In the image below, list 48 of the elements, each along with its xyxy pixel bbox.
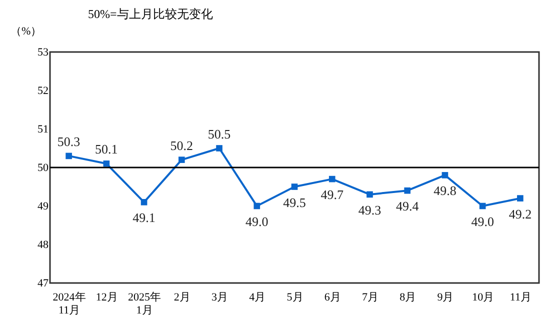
y-tick-label: 50 xyxy=(38,162,49,174)
data-label: 49.1 xyxy=(132,210,156,226)
point xyxy=(103,160,110,167)
y-tick-label: 53 xyxy=(38,46,49,58)
x-tick-label: 8月 xyxy=(400,292,416,304)
y-tick-label: 47 xyxy=(38,278,49,290)
x-tick-label: 2025年 1月 xyxy=(128,292,162,316)
x-tick-label: 12月 xyxy=(96,292,118,304)
data-label: 50.1 xyxy=(95,142,118,157)
point xyxy=(66,152,72,160)
point xyxy=(442,172,448,178)
data-label: 49.2 xyxy=(508,206,532,222)
x-tick-label: 2024年 11月 xyxy=(52,292,86,316)
x-tick-label: 9月 xyxy=(437,292,454,304)
data-label: 50.3 xyxy=(57,134,80,149)
y-tick-label: 49 xyxy=(38,200,49,212)
x-tick-label: 2月 xyxy=(174,292,190,304)
data-label: 49.5 xyxy=(283,194,306,210)
data-label: 49.7 xyxy=(320,187,344,202)
point xyxy=(517,195,524,202)
point xyxy=(140,198,148,206)
y-tick-label: 48 xyxy=(38,239,49,251)
x-tick-label: 6月 xyxy=(324,292,341,304)
data-label: 50.2 xyxy=(170,138,194,153)
point xyxy=(291,184,298,190)
data-label: 49.3 xyxy=(358,202,382,218)
y-tick-label: 52 xyxy=(38,85,48,97)
point xyxy=(479,202,486,210)
x-tick-label: 3月 xyxy=(212,292,228,304)
point xyxy=(254,202,260,210)
data-label: 49.0 xyxy=(471,214,494,229)
x-tick-label: 4月 xyxy=(249,292,266,304)
point xyxy=(178,156,185,163)
x-tick-label: 5月 xyxy=(286,292,304,304)
y-tick-label: 51 xyxy=(38,124,48,136)
point xyxy=(328,176,336,182)
point xyxy=(404,187,411,194)
x-tick-label: 7月 xyxy=(362,292,378,304)
text: 50%=与上月比较无变化 xyxy=(88,7,213,21)
x-tick-label: 10月 xyxy=(472,292,494,304)
point xyxy=(216,145,222,152)
data-label: 49.0 xyxy=(246,214,268,229)
data-label: 50.5 xyxy=(208,126,231,142)
x-tick-label: 11月 xyxy=(510,292,532,304)
point xyxy=(366,191,373,198)
y-axis-title: （%） xyxy=(10,26,42,38)
data-label: 49.4 xyxy=(396,198,420,214)
data-label: 49.8 xyxy=(434,183,456,198)
